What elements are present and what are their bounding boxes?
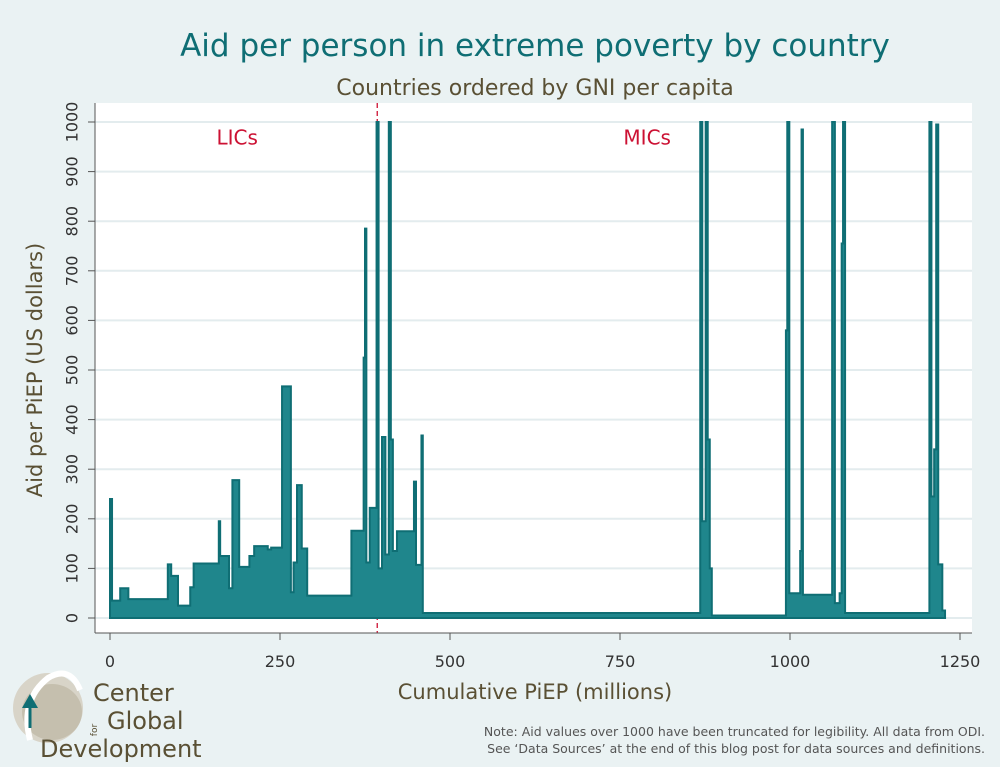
x-tick-label: 0 bbox=[105, 652, 115, 671]
x-tick-label: 750 bbox=[605, 652, 636, 671]
series-group bbox=[109, 121, 947, 619]
y-tick-label: 0 bbox=[63, 613, 82, 623]
y-tick-label: 500 bbox=[63, 355, 82, 386]
y-tick-label: 100 bbox=[63, 553, 82, 584]
x-tick-label: 1000 bbox=[770, 652, 811, 671]
region-label: MICs bbox=[623, 125, 671, 149]
y-tick-label: 200 bbox=[63, 504, 82, 535]
y-tick-label: 800 bbox=[63, 206, 82, 237]
axes-group: 0 100 200 300 400 500 600 700 800 900 1000 0 250 500 7… bbox=[63, 102, 981, 671]
globe-icon bbox=[13, 670, 83, 743]
x-axis-title: Cumulative PiEP (millions) bbox=[398, 680, 672, 704]
note-line-2: See ‘Data Sources’ at the end of this bl… bbox=[487, 741, 985, 756]
logo-for: for bbox=[90, 724, 100, 737]
plot-area bbox=[95, 103, 972, 633]
y-tick-label: 300 bbox=[63, 454, 82, 485]
y-tick-label: 400 bbox=[63, 404, 82, 435]
x-tick-label: 250 bbox=[265, 652, 296, 671]
x-tick-label: 500 bbox=[435, 652, 466, 671]
logo-center: Center bbox=[93, 679, 174, 707]
y-tick-label: 700 bbox=[63, 256, 82, 287]
logo-development: Development bbox=[40, 735, 202, 763]
x-tick-label: 1250 bbox=[940, 652, 981, 671]
region-label: LICs bbox=[216, 125, 257, 149]
chart-title: Aid per person in extreme poverty by cou… bbox=[180, 28, 890, 64]
y-tick-label: 600 bbox=[63, 305, 82, 336]
y-tick-label: 1000 bbox=[63, 102, 82, 143]
region-labels-group: LICs MICs bbox=[216, 125, 671, 149]
series-area bbox=[109, 121, 947, 619]
note-line-1: Note: Aid values over 1000 have been tru… bbox=[484, 724, 985, 739]
y-tick-label: 900 bbox=[63, 156, 82, 187]
y-axis-title: Aid per PiEP (US dollars) bbox=[23, 243, 47, 497]
chart-subtitle: Countries ordered by GNI per capita bbox=[336, 76, 733, 101]
cgd-logo: Center for Global Development bbox=[13, 670, 202, 763]
logo-global: Global bbox=[107, 707, 184, 735]
